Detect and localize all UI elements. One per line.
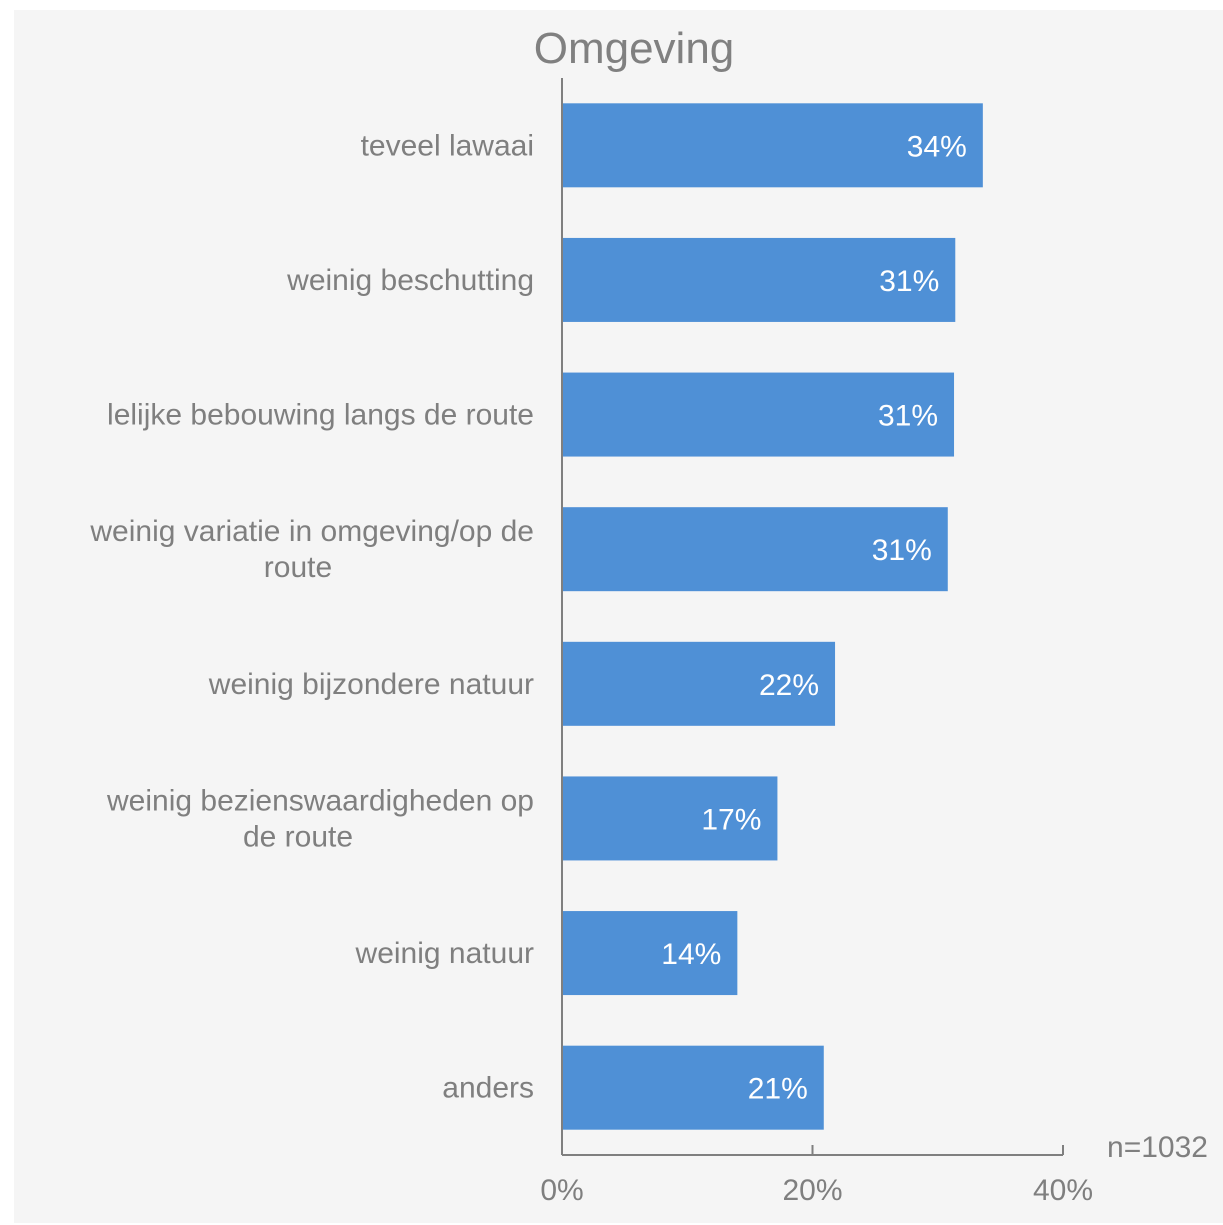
category-label-line: lelijke bebouwing langs de route [107, 399, 534, 432]
bars-group [562, 103, 983, 1130]
category-label-line: weinig variatie in omgeving/op de [89, 515, 534, 548]
bar [562, 911, 738, 996]
category-label-line: route [264, 551, 332, 584]
data-label: 17% [701, 803, 761, 836]
category-label: weinig natuur [355, 937, 534, 970]
bar [562, 776, 778, 861]
data-label: 21% [748, 1073, 808, 1106]
category-label: weinig beschutting [286, 264, 534, 297]
category-label: weinig bezienswaardigheden op de route [106, 784, 534, 853]
x-axis-ticks: 0% 20% 40% [540, 1145, 1093, 1207]
category-label-line: weinig natuur [355, 937, 534, 970]
category-label-line: weinig bijzondere natuur [208, 668, 534, 701]
data-label: 31% [878, 400, 938, 433]
category-label-line: de route [243, 820, 353, 853]
chart-panel: Omgeving teveel lawaai weinig beschutting… [14, 10, 1223, 1223]
bar [562, 1045, 824, 1130]
category-label-line: weinig beschutting [286, 264, 534, 297]
category-label: anders [442, 1072, 534, 1105]
data-label: 34% [907, 130, 967, 163]
category-labels: teveel lawaai weinig beschutting lelijke b… [89, 129, 534, 1104]
category-label: teveel lawaai [361, 129, 534, 162]
category-label: lelijke bebouwing langs de route [107, 399, 534, 432]
data-label: 31% [872, 534, 932, 567]
bar [562, 507, 948, 592]
bar [562, 641, 836, 726]
x-tick-label: 0% [540, 1174, 583, 1207]
data-label: 22% [759, 669, 819, 702]
category-label-line: weinig bezienswaardigheden op [106, 784, 534, 817]
category-label-line: anders [442, 1072, 534, 1105]
bar-chart: Omgeving teveel lawaai weinig beschutting… [89, 24, 1208, 1207]
category-label: weinig variatie in omgeving/op de route [89, 515, 534, 584]
bar [562, 372, 955, 457]
sample-size-note: n=1032 [1107, 1131, 1208, 1164]
data-label: 31% [879, 265, 939, 298]
data-labels: 34% 31% 31% 31% 22% 17% 14% 21% [661, 130, 967, 1105]
bar [562, 237, 956, 322]
bar [562, 103, 983, 188]
data-label: 14% [661, 938, 721, 971]
chart-title: Omgeving [534, 24, 735, 73]
category-label-line: teveel lawaai [361, 129, 534, 162]
category-label: weinig bijzondere natuur [208, 668, 534, 701]
x-tick-label: 20% [782, 1174, 842, 1207]
x-tick-label: 40% [1033, 1174, 1093, 1207]
